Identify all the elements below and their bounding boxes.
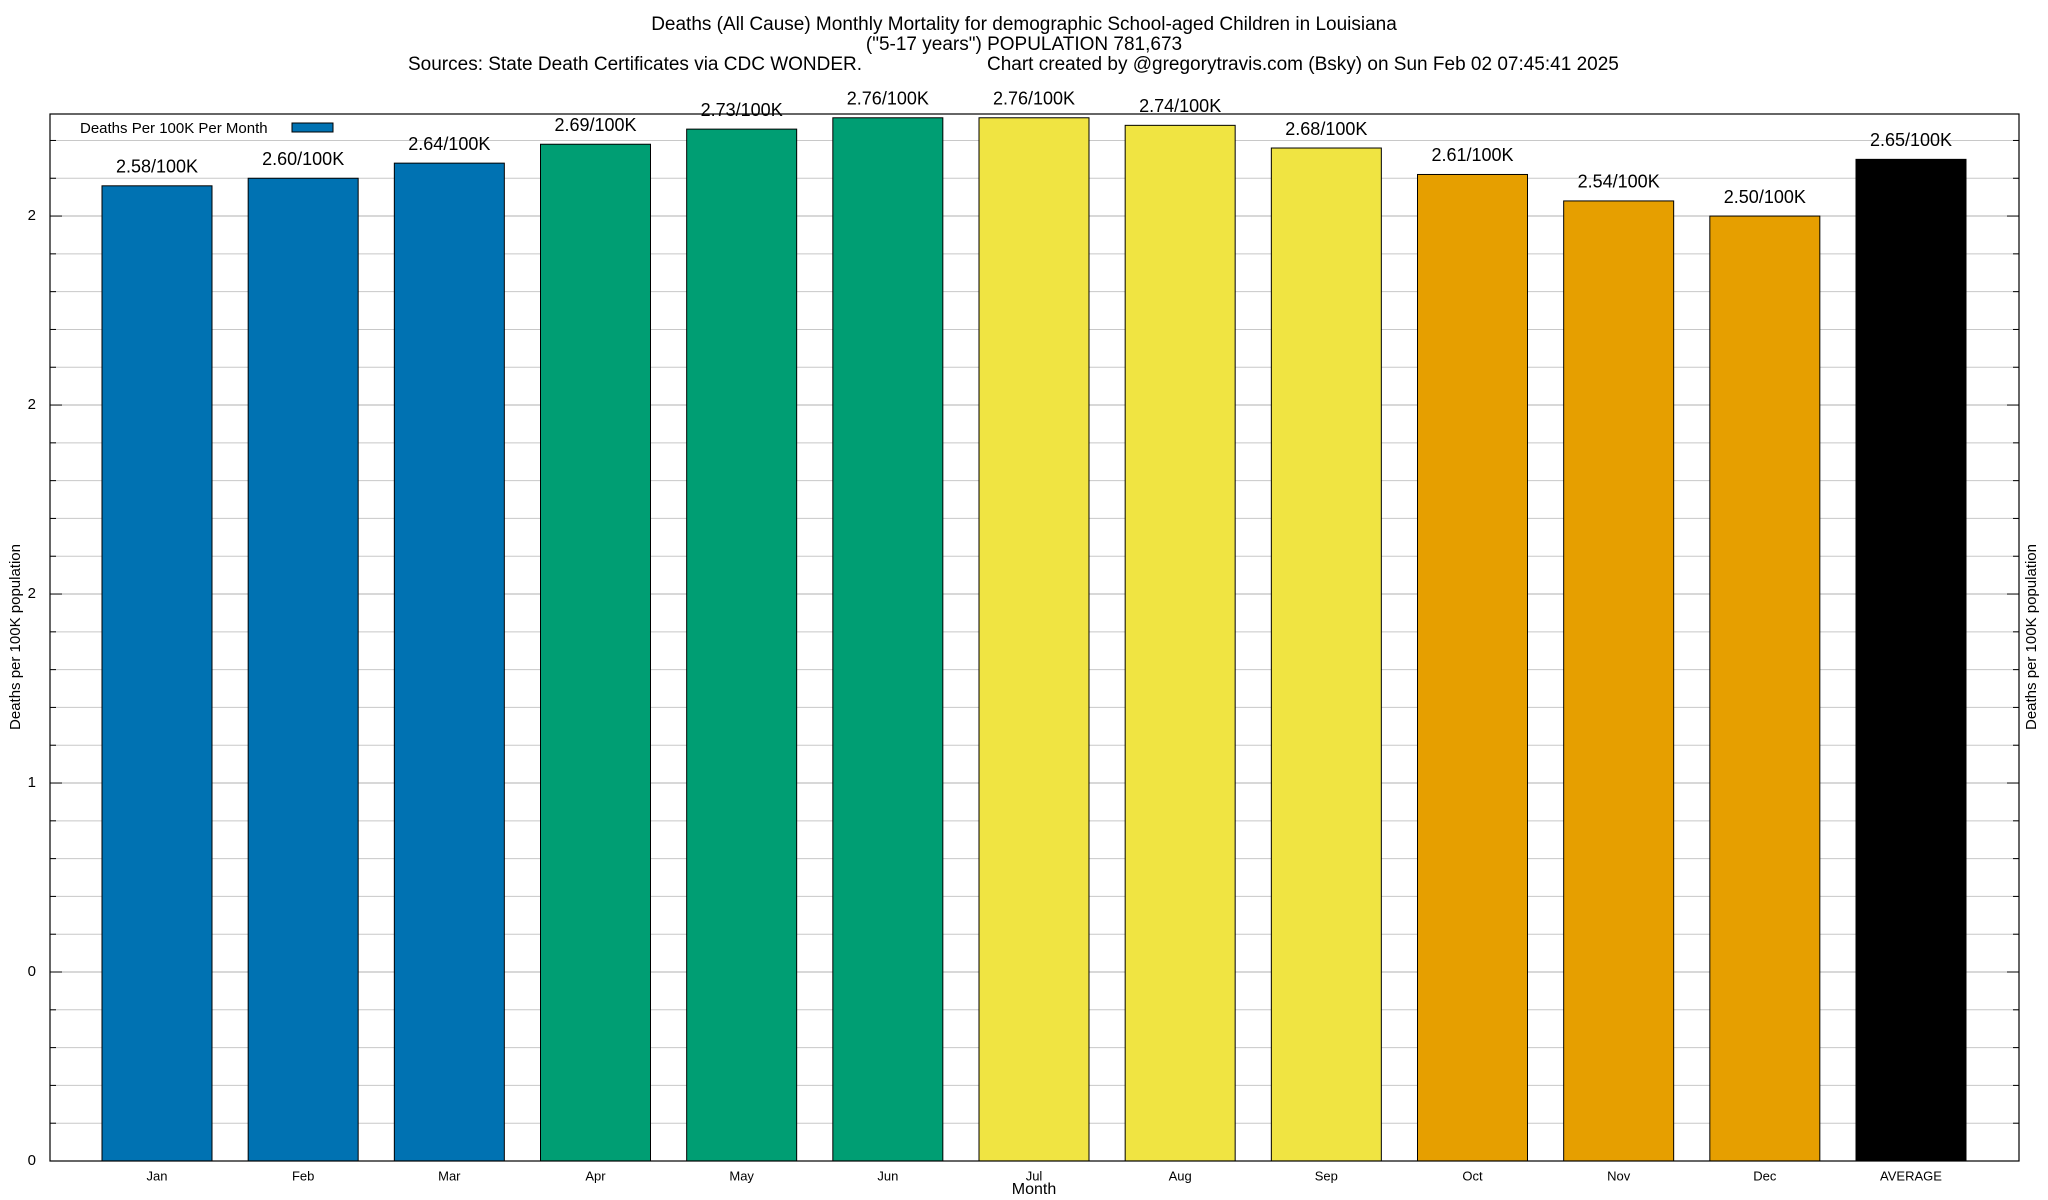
value-label: 2.54/100K <box>1578 172 1660 192</box>
sources: Sources: State Death Certificates via CD… <box>408 54 862 75</box>
value-label: 2.73/100K <box>701 100 783 120</box>
value-label: 2.50/100K <box>1724 187 1806 207</box>
x-tick-label: Nov <box>1607 1168 1631 1183</box>
bar <box>1417 173 1528 1162</box>
x-tick-label: Mar <box>438 1168 461 1183</box>
bar <box>1709 215 1821 1162</box>
x-tick-label: Oct <box>1462 1168 1483 1183</box>
value-label: 2.76/100K <box>993 89 1075 109</box>
bar <box>686 128 798 1162</box>
x-tick-label: May <box>729 1168 754 1183</box>
value-label: 2.76/100K <box>847 89 929 109</box>
bar <box>978 117 1090 1162</box>
x-tick-label: Aug <box>1169 1168 1192 1183</box>
value-label: 2.61/100K <box>1431 145 1513 165</box>
x-tick-label: Jul <box>1026 1168 1043 1183</box>
value-label: 2.68/100K <box>1285 119 1367 139</box>
bar <box>1563 200 1675 1162</box>
value-label: 2.64/100K <box>408 134 490 154</box>
legend-swatch <box>291 122 334 133</box>
value-label: 2.65/100K <box>1870 130 1952 150</box>
y-tick-label: 2 <box>28 207 36 224</box>
bar <box>1270 147 1382 1162</box>
y-tick-label: 1 <box>28 774 36 791</box>
x-tick-label: AVERAGE <box>1880 1168 1942 1183</box>
x-tick-label: Apr <box>585 1168 606 1183</box>
y-tick-label: 0 <box>28 1152 36 1169</box>
value-label: 2.74/100K <box>1139 96 1221 116</box>
value-label: 2.69/100K <box>554 115 636 135</box>
y-tick-label: 2 <box>28 396 36 413</box>
plot-frame <box>49 113 2020 1162</box>
bar <box>101 185 213 1162</box>
legend-label: Deaths Per 100K Per Month <box>80 120 268 137</box>
x-tick-label: Sep <box>1315 1168 1338 1183</box>
x-tick-label: Feb <box>292 1168 314 1183</box>
bar <box>540 143 651 1162</box>
y-axis-label: Deaths per 100K population <box>7 544 24 730</box>
bar <box>393 162 505 1162</box>
y-tick-label: 0 <box>28 963 36 980</box>
value-label: 2.58/100K <box>116 157 198 177</box>
y2-axis-label: Deaths per 100K population <box>2023 544 2040 730</box>
x-tick-label: Jun <box>877 1168 898 1183</box>
bar <box>1855 158 1967 1162</box>
bar <box>832 117 944 1162</box>
y-tick-label: 2 <box>28 585 36 602</box>
bar <box>1124 124 1236 1162</box>
chart-subtitle: ("5-17 years") POPULATION 781,673 <box>866 34 1182 55</box>
x-axis-label: Month <box>1012 1181 1056 1198</box>
x-tick-label: Dec <box>1753 1168 1777 1183</box>
credit: Chart created by @gregorytravis.com (Bsk… <box>987 54 1619 75</box>
x-tick-label: Jan <box>147 1168 168 1183</box>
bar <box>247 177 359 1162</box>
chart-title: Deaths (All Cause) Monthly Mortality for… <box>651 14 1397 35</box>
value-label: 2.60/100K <box>262 149 344 169</box>
